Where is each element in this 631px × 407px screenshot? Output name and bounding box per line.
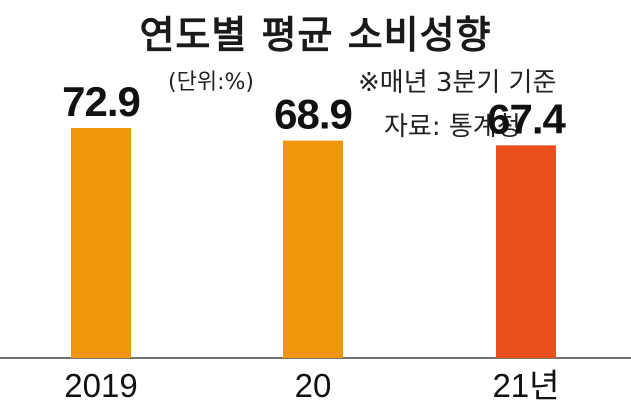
bar-20 (283, 140, 343, 358)
bar-21년 (496, 145, 556, 358)
unit-label: (단위:%) (168, 70, 254, 95)
bar-2019 (71, 128, 131, 358)
note-label: ※매년 3분기 기준 (358, 68, 557, 98)
value-label-2019: 72.9 (62, 78, 140, 125)
value-label-21년: 67.4 (487, 95, 566, 142)
source-label: 자료: 통계청 (384, 112, 521, 142)
category-label-21년: 21년 (492, 367, 559, 404)
value-label-20: 68.9 (274, 91, 352, 138)
chart-title: 연도별 평균 소비성향 (139, 13, 492, 57)
category-label-20: 20 (295, 367, 332, 404)
category-label-2019: 2019 (64, 367, 137, 404)
